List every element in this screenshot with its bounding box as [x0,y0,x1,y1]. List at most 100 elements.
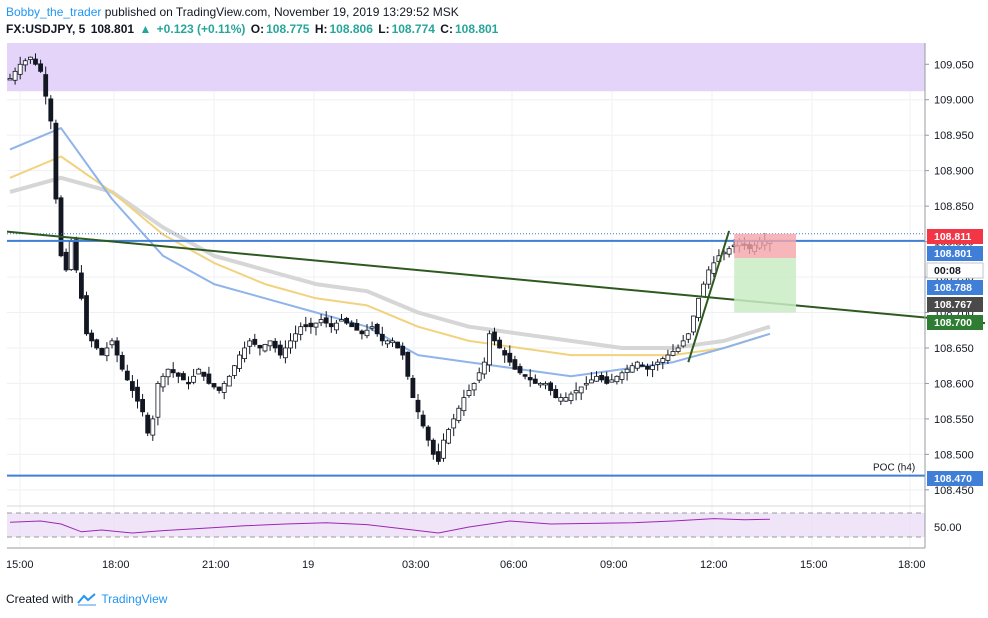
candle-body [267,340,273,347]
publish-info: published on TradingView.com, November 1… [104,5,459,19]
open-value: 108.775 [266,22,310,36]
candle-body [573,390,579,394]
tradingview-link[interactable]: TradingView [101,592,168,606]
candle-body [191,375,197,383]
poc-annotation: POC (h4) [873,463,915,474]
rising-trendline [687,230,731,363]
candle-body [73,239,79,271]
candle-body [68,241,74,271]
candle-body [726,248,732,255]
candle-body [237,354,242,369]
chart-header: Bobby_the_trader published on TradingVie… [6,4,726,38]
price-tag-label: 108.470 [934,473,972,485]
price-tag-countdown [926,262,984,279]
candle-body [339,319,344,322]
created-with-label: Created with [6,592,74,606]
candle-body [680,340,686,347]
candle-body [354,323,360,331]
price-change: +0.123 (+0.11%) [156,22,246,36]
candle-body [257,345,263,349]
time-tick-label: 09:00 [600,559,628,571]
candle-body [512,359,518,370]
time-tick-label: 03:00 [402,559,430,571]
candle-body [415,399,421,413]
candle-body [675,347,681,352]
candle-body [446,429,452,444]
candle-body [629,365,635,373]
candle-body [48,98,54,122]
candle-body [374,323,380,335]
candle-body [293,333,299,342]
price-tag-label: 108.767 [934,299,972,311]
high-value: 108.806 [329,22,373,36]
price-tick-label: 108.500 [934,449,974,461]
price-tick-label: 108.650 [934,343,974,355]
candle-body [604,376,610,384]
candle-body [318,319,324,324]
candle-body [298,326,304,335]
price-tag-blue [927,471,983,486]
candle-body [186,381,191,385]
up-arrow-icon: ▲ [139,22,152,36]
candle-body [221,383,227,393]
candle-body [53,122,59,200]
candle-body [242,347,248,359]
price-tag-red [927,229,983,244]
candle-body [180,373,186,381]
candle-body [558,397,564,402]
candle-body [196,368,202,375]
candle-body [461,397,467,412]
candle-body [323,317,329,324]
candle-body [63,251,69,271]
time-tick-label: 15:00 [800,559,828,571]
quote-line: FX:USDJPY, 5 108.801 ▲ +0.123 (+0.11%) O… [6,21,726,38]
candle-body [522,374,528,377]
candle-body [364,329,370,337]
candle-body [543,383,548,386]
candle-body [155,383,161,418]
author-link[interactable]: Bobby_the_trader [6,5,102,19]
candle-body [390,340,395,344]
candle-body [451,418,457,429]
candle-body [425,426,431,441]
candle-body [79,272,84,299]
candle-body [578,386,584,394]
candle-body [650,365,655,370]
candle-body [129,381,135,391]
candle-body [486,333,492,366]
candle-body [43,74,49,97]
rsi-line [9,518,770,534]
candle-body [441,439,446,459]
time-tick-label: 18:00 [102,559,130,571]
candle-body [609,379,615,383]
candle-body [170,369,176,374]
low-value: 108.774 [391,22,435,36]
candle-body [17,63,23,75]
stop-loss-zone [734,233,796,259]
time-tick-label: 19 [302,559,314,571]
candle-body [216,386,222,391]
price-tag-blue [927,280,983,295]
candle-body [89,332,94,342]
chart-canvas[interactable]: POC (h4) 109.050 109.000 108.950 108.900 108.… [0,40,988,580]
candle-body [670,351,676,356]
price-tick-label: 108.450 [934,485,974,497]
ma-gray-line [9,175,771,350]
candle-body [471,383,477,391]
price-tick-label: 108.600 [934,378,974,390]
price-tick-label: 108.550 [934,414,974,426]
candle-body [701,283,706,298]
price-tick-label: 109.000 [934,95,974,107]
close-value: 108.801 [454,22,499,36]
candle-body [548,382,553,391]
candle-body [333,322,339,331]
price-tick-label: 108.950 [934,130,974,142]
candle-body [277,344,283,356]
candle-body [532,378,538,384]
candle-body [349,322,355,328]
candle-body [502,350,508,356]
time-tick-label: 06:00 [500,559,528,571]
candle-body [553,388,559,399]
price-tag-green [927,315,983,330]
candle-body [288,340,293,349]
